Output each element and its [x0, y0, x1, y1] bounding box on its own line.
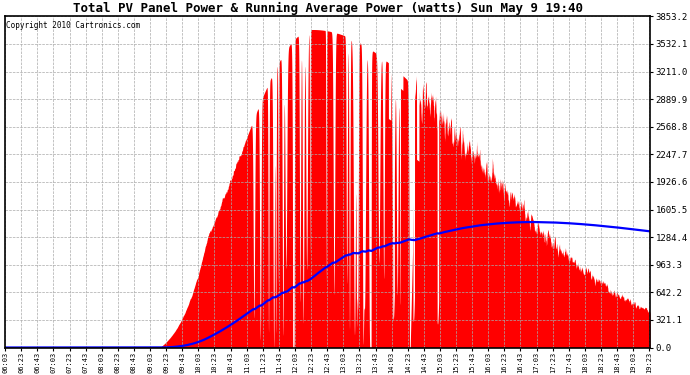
Title: Total PV Panel Power & Running Average Power (watts) Sun May 9 19:40: Total PV Panel Power & Running Average P…: [72, 2, 582, 15]
Text: Copyright 2010 Cartronics.com: Copyright 2010 Cartronics.com: [6, 21, 141, 30]
